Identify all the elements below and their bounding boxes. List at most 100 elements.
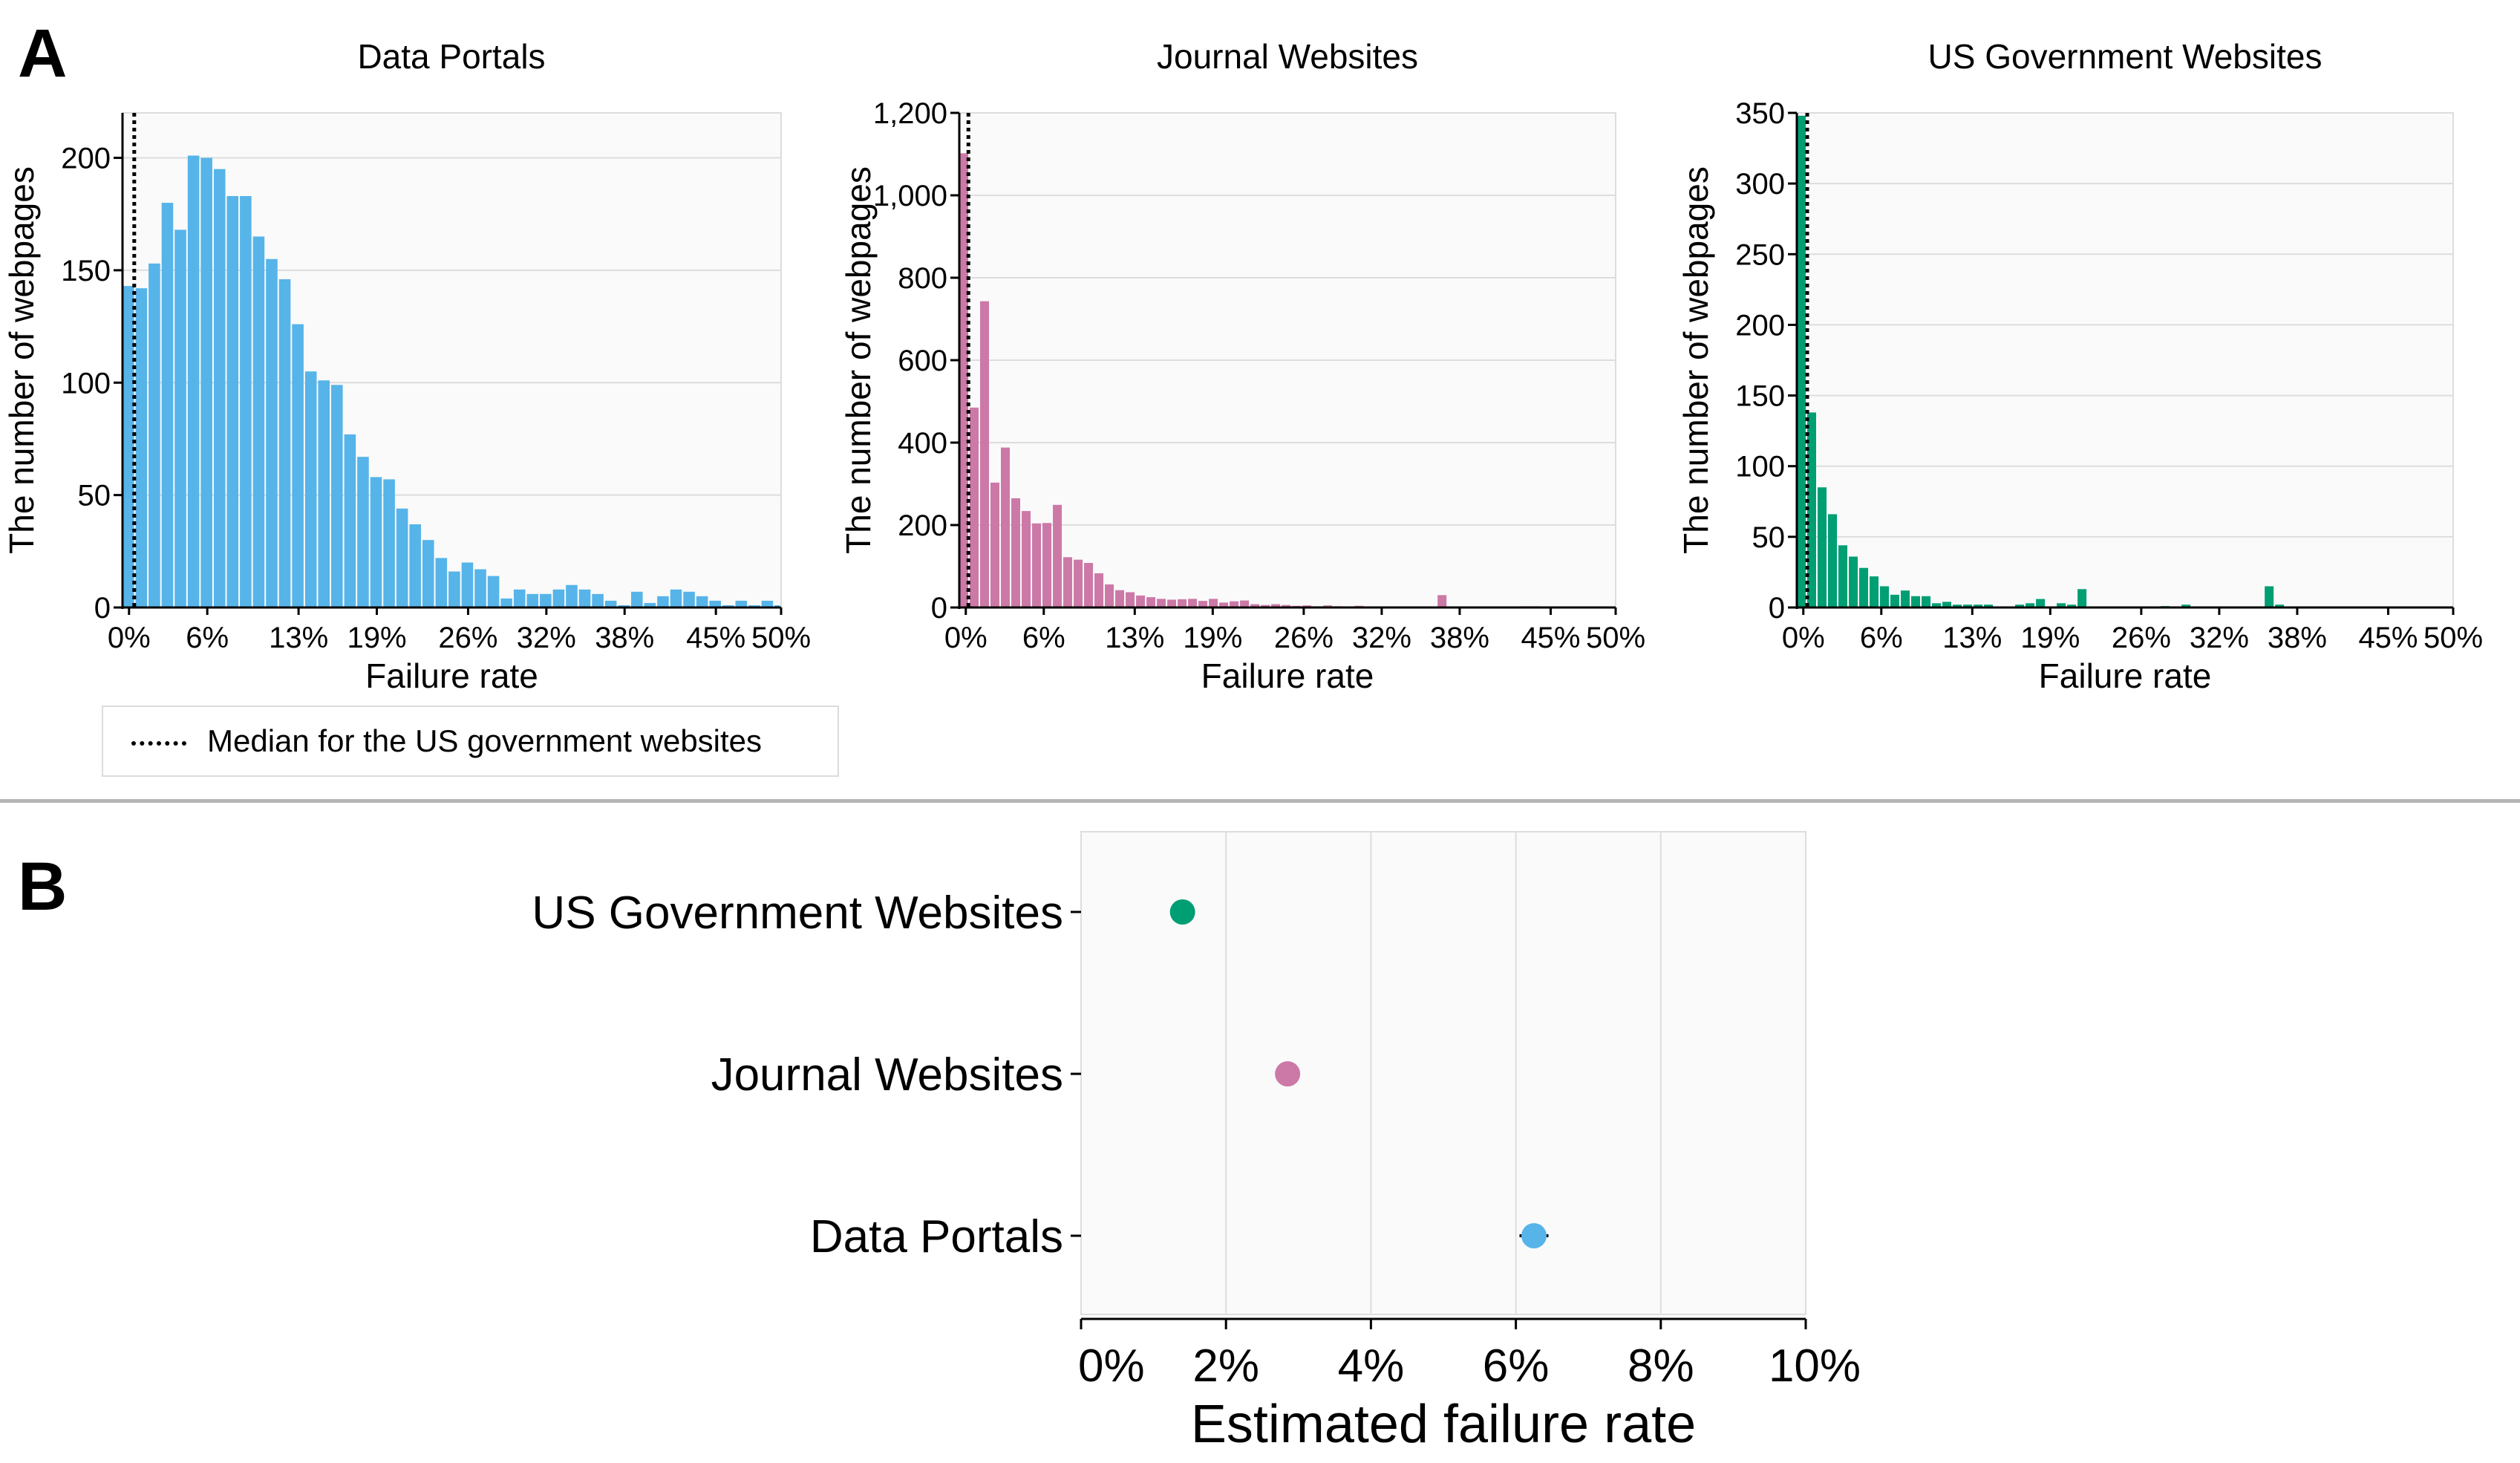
x-tick-label: 50% — [751, 622, 811, 654]
y-tick-label: 150 — [61, 255, 111, 287]
x-tick-label: 38% — [2268, 622, 2327, 654]
bar — [540, 593, 552, 607]
x-tick-label: 6% — [186, 622, 229, 654]
x-tick-label: 6% — [1860, 622, 1903, 654]
bar — [1209, 599, 1218, 607]
bar — [735, 600, 748, 607]
y-tick-label: 350 — [1735, 97, 1785, 130]
bar — [1849, 556, 1858, 607]
histogram-data-portals: 0 50 100 150 200 0% 6% 13% 19% 26% 32% 38% 45% 50% Dat… — [2, 37, 811, 695]
panel-label-b: B — [18, 849, 68, 925]
bar — [990, 482, 1000, 607]
data-point — [1275, 1061, 1301, 1086]
bar — [1178, 599, 1187, 607]
bar — [696, 596, 708, 607]
x-tick-label: 32% — [517, 622, 576, 654]
y-tick-label: 0 — [94, 592, 111, 625]
bar — [2077, 589, 2087, 607]
estimated-failure-rate-chart: 0% 2% 4% 6% 8% 10% Estimated failure rate US Go… — [532, 831, 1861, 1454]
x-tick-label: 13% — [1105, 622, 1164, 654]
bar — [370, 477, 382, 607]
bar — [1880, 586, 1890, 607]
x-tick-label: 10% — [1769, 1340, 1861, 1392]
bar — [1240, 600, 1250, 607]
y-tick-label: 800 — [898, 262, 947, 295]
bar — [1105, 584, 1114, 607]
bar — [1901, 590, 1910, 607]
bar — [148, 263, 160, 607]
bar — [2265, 586, 2274, 607]
bar — [1953, 605, 1962, 607]
bar — [1011, 498, 1021, 607]
chart-title: Data Portals — [357, 37, 545, 76]
bar — [461, 562, 474, 607]
x-tick-label: 8% — [1628, 1340, 1694, 1392]
bar — [383, 479, 395, 607]
bar — [2026, 603, 2035, 607]
x-tick-label: 50% — [1586, 622, 1645, 654]
panel-label-a: A — [18, 16, 68, 91]
x-tick-label: 26% — [2112, 622, 2171, 654]
x-tick-label: 6% — [1022, 622, 1065, 654]
bar — [526, 593, 539, 607]
plot-background — [1080, 831, 1806, 1315]
x-tick-label: 2% — [1192, 1340, 1259, 1392]
bar — [226, 196, 239, 607]
x-tick-label: 26% — [438, 622, 497, 654]
histogram-journal-websites: 0 200 400 600 800 1,000 1,200 0% 6% 13% 19% 26% 32% 3… — [839, 37, 1645, 695]
bar — [1198, 601, 1208, 607]
x-axis-label: Failure rate — [365, 656, 538, 695]
bar — [1188, 599, 1198, 607]
bar — [266, 258, 278, 607]
x-tick-label: 50% — [2423, 622, 2483, 654]
bar — [1063, 557, 1073, 607]
bar — [683, 591, 695, 607]
x-tick-label: 13% — [269, 622, 328, 654]
bar — [1828, 514, 1838, 607]
x-tick-label: 32% — [1352, 622, 1411, 654]
bar — [123, 286, 134, 607]
bar — [1974, 605, 1983, 607]
bar — [1219, 602, 1229, 607]
bar — [1230, 601, 1239, 607]
bar — [1271, 604, 1281, 607]
bar — [174, 229, 186, 607]
y-axis-label: The number of webpages — [839, 166, 878, 554]
category-label: Data Portals — [810, 1211, 1063, 1262]
x-tick-label: 6% — [1483, 1340, 1550, 1392]
x-tick-label: 13% — [1942, 622, 2002, 654]
bar — [1870, 576, 1879, 607]
bar — [1094, 573, 1104, 607]
category-label: Journal Websites — [711, 1049, 1063, 1101]
bar — [1818, 487, 1827, 607]
bar — [2015, 605, 2025, 607]
bar — [1984, 605, 1994, 607]
x-tick-label: 45% — [1521, 622, 1580, 654]
bar — [1001, 447, 1011, 607]
x-tick-label: 0% — [1078, 1340, 1145, 1392]
bar — [292, 324, 304, 607]
y-tick-label: 50 — [78, 480, 111, 512]
panel-divider — [0, 799, 2520, 803]
bar — [487, 576, 500, 607]
x-tick-label: 0% — [1782, 622, 1825, 654]
y-tick-label: 200 — [61, 143, 111, 175]
bar — [2036, 599, 2046, 607]
bar — [980, 301, 990, 607]
bar — [304, 371, 317, 607]
bar — [500, 598, 512, 607]
bar — [1250, 604, 1260, 607]
bar — [331, 385, 343, 607]
y-tick-label: 600 — [898, 345, 947, 377]
y-tick-label: 400 — [898, 427, 947, 460]
histogram-us-government-websites: 0 50 100 150 200 250 300 350 0% 6% 13% 19% 26% 32% 38%… — [1677, 37, 2483, 695]
y-tick-label: 300 — [1735, 168, 1785, 201]
bar — [213, 169, 226, 607]
y-tick-label: 50 — [1752, 521, 1786, 554]
y-tick-label: 150 — [1735, 380, 1785, 413]
x-tick-label: 45% — [2358, 622, 2418, 654]
bar — [1282, 605, 1291, 607]
bar — [1042, 523, 1052, 607]
data-point — [1521, 1223, 1547, 1248]
